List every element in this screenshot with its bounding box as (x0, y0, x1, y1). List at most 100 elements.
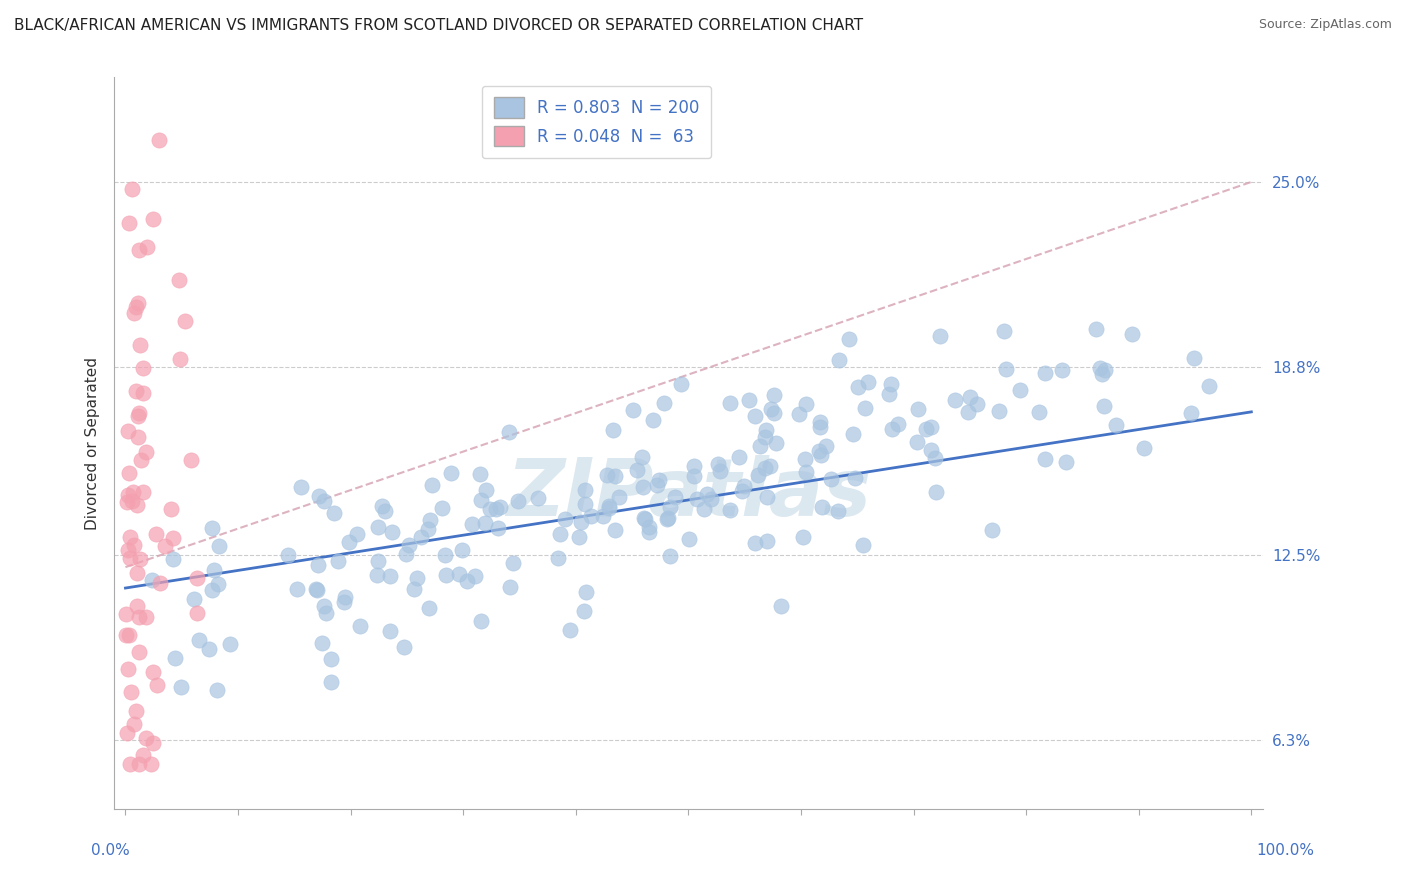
Text: BLACK/AFRICAN AMERICAN VS IMMIGRANTS FROM SCOTLAND DIVORCED OR SEPARATED CORRELA: BLACK/AFRICAN AMERICAN VS IMMIGRANTS FRO… (14, 18, 863, 33)
Point (436, 567, 458, 582)
Point (121, 182, 143, 196)
Point (124, 704, 146, 718)
Point (314, 599, 336, 613)
Point (657, 510, 679, 524)
Point (1028, 405, 1050, 419)
Point (925, 484, 948, 499)
Point (188, 633, 211, 648)
Point (321, 651, 343, 665)
Point (451, 542, 474, 557)
Point (405, 571, 427, 585)
Point (127, 430, 149, 444)
Point (139, 757, 162, 772)
Point (315, 606, 337, 620)
Point (378, 569, 401, 583)
Point (468, 467, 491, 481)
Point (307, 558, 329, 572)
Point (770, 599, 793, 614)
Point (120, 685, 142, 699)
Point (201, 582, 224, 597)
Point (418, 601, 440, 615)
Point (132, 485, 155, 500)
Point (183, 592, 205, 607)
Point (470, 614, 492, 628)
Point (554, 512, 576, 526)
Point (787, 407, 810, 421)
Point (1085, 322, 1108, 336)
Point (1091, 367, 1114, 381)
Point (311, 636, 333, 650)
Point (737, 392, 759, 407)
Point (966, 397, 988, 411)
Text: 100.0%: 100.0% (1257, 843, 1315, 858)
Point (124, 384, 146, 398)
Point (290, 480, 312, 494)
Point (634, 512, 657, 526)
Point (148, 133, 170, 147)
Point (142, 665, 165, 679)
Point (808, 444, 831, 458)
Point (574, 497, 596, 511)
Point (478, 502, 501, 516)
Point (886, 417, 908, 431)
Point (844, 470, 866, 484)
Point (718, 396, 741, 410)
Point (572, 603, 595, 617)
Point (686, 491, 709, 506)
Point (162, 531, 184, 545)
Point (993, 324, 1015, 338)
Point (305, 583, 328, 598)
Point (731, 483, 754, 498)
Point (205, 682, 228, 697)
Point (124, 300, 146, 314)
Text: Source: ZipAtlas.com: Source: ZipAtlas.com (1258, 18, 1392, 31)
Point (754, 429, 776, 443)
Point (794, 465, 817, 479)
Point (117, 216, 139, 230)
Point (128, 551, 150, 566)
Point (470, 492, 492, 507)
Point (607, 490, 630, 504)
Point (664, 490, 686, 504)
Point (366, 567, 388, 582)
Point (135, 445, 157, 459)
Point (598, 499, 620, 513)
Point (328, 554, 350, 568)
Point (169, 351, 191, 366)
Point (756, 534, 779, 549)
Point (337, 534, 360, 549)
Point (1182, 351, 1205, 365)
Point (506, 494, 529, 508)
Point (488, 500, 510, 514)
Point (131, 453, 153, 467)
Point (398, 538, 420, 552)
Point (207, 577, 229, 591)
Point (121, 485, 143, 500)
Point (141, 212, 163, 227)
Point (718, 503, 741, 517)
Point (853, 401, 876, 415)
Point (1090, 360, 1112, 375)
Point (920, 442, 942, 457)
Point (907, 402, 929, 417)
Point (128, 645, 150, 659)
Point (118, 627, 141, 641)
Point (652, 396, 675, 410)
Point (1094, 363, 1116, 377)
Point (1105, 417, 1128, 432)
Point (198, 642, 221, 657)
Point (440, 466, 463, 480)
Point (581, 509, 603, 524)
Point (1033, 367, 1056, 381)
Point (762, 387, 785, 401)
Point (323, 506, 346, 520)
Point (464, 569, 486, 583)
Point (170, 680, 193, 694)
Point (117, 495, 139, 509)
Point (981, 523, 1004, 537)
Point (678, 532, 700, 546)
Text: 0.0%: 0.0% (91, 843, 131, 858)
Point (810, 448, 832, 462)
Point (693, 501, 716, 516)
Point (149, 576, 172, 591)
